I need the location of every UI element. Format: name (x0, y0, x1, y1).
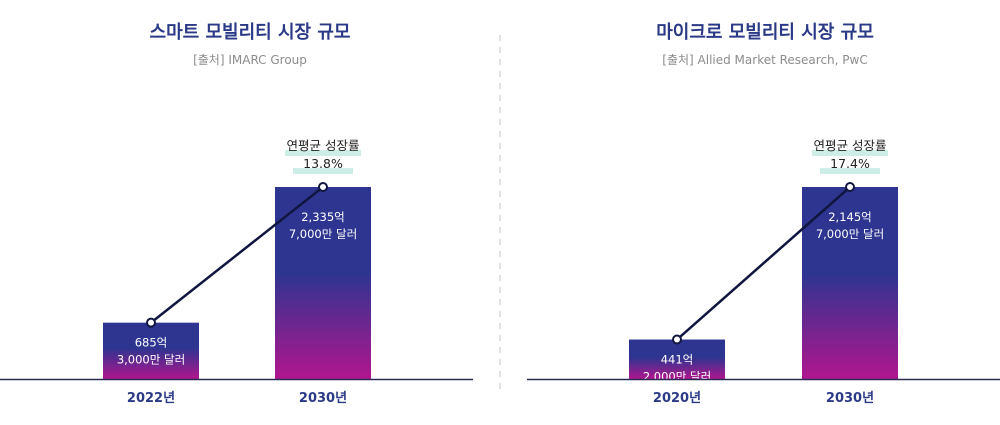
cagr-value: 13.8% (303, 156, 343, 171)
chart-title: 스마트 모빌리티 시장 규모 (150, 22, 351, 43)
growth-point (146, 317, 156, 328)
bar-2020년 (629, 339, 725, 379)
chart-source: [출처] Allied Market Research, PwC (662, 53, 867, 67)
x-tick-label: 2022년 (127, 391, 175, 406)
bar-value-label: 2,000만 달러 (643, 370, 711, 384)
cagr-highlight (820, 168, 880, 174)
bar-value-label: 7,000만 달러 (289, 227, 357, 241)
bar-value-label: 685억 (135, 336, 168, 350)
x-tick-label: 2020년 (653, 391, 701, 406)
bar-value-label: 3,000만 달러 (117, 353, 185, 367)
cagr-highlight (293, 168, 353, 174)
cagr-label: 연평균 성장률 (814, 138, 887, 153)
chart-title: 마이크로 모빌리티 시장 규모 (656, 22, 874, 43)
x-tick-label: 2030년 (299, 391, 347, 406)
growth-point (318, 182, 328, 192)
chart-panel-1: 스마트 모빌리티 시장 규모 [출처] IMARC Group 685억 3,000만… (0, 22, 473, 406)
bar-2030년 (275, 187, 371, 379)
bar-value-label: 2,335억 (301, 210, 345, 224)
chart-panel-2: 마이크로 모빌리티 시장 규모 [출처] Allied Market Resear… (527, 22, 1000, 406)
bar-value-label: 7,000만 달러 (816, 227, 884, 241)
x-tick-label: 2030년 (826, 391, 874, 406)
cagr-highlight (812, 150, 888, 156)
bar-value-label: 2,145억 (828, 210, 872, 224)
bar-2030년 (802, 187, 898, 379)
cagr-value: 17.4% (830, 156, 870, 171)
bar-2022년 (103, 322, 199, 379)
growth-point (845, 182, 855, 192)
bar-value-label: 441억 (661, 353, 694, 367)
growth-line (150, 186, 324, 324)
chart-source: [출처] IMARC Group (193, 53, 307, 67)
growth-point (672, 334, 682, 345)
cagr-highlight (285, 150, 361, 156)
growth-line (676, 186, 851, 341)
cagr-label: 연평균 성장률 (287, 138, 360, 153)
